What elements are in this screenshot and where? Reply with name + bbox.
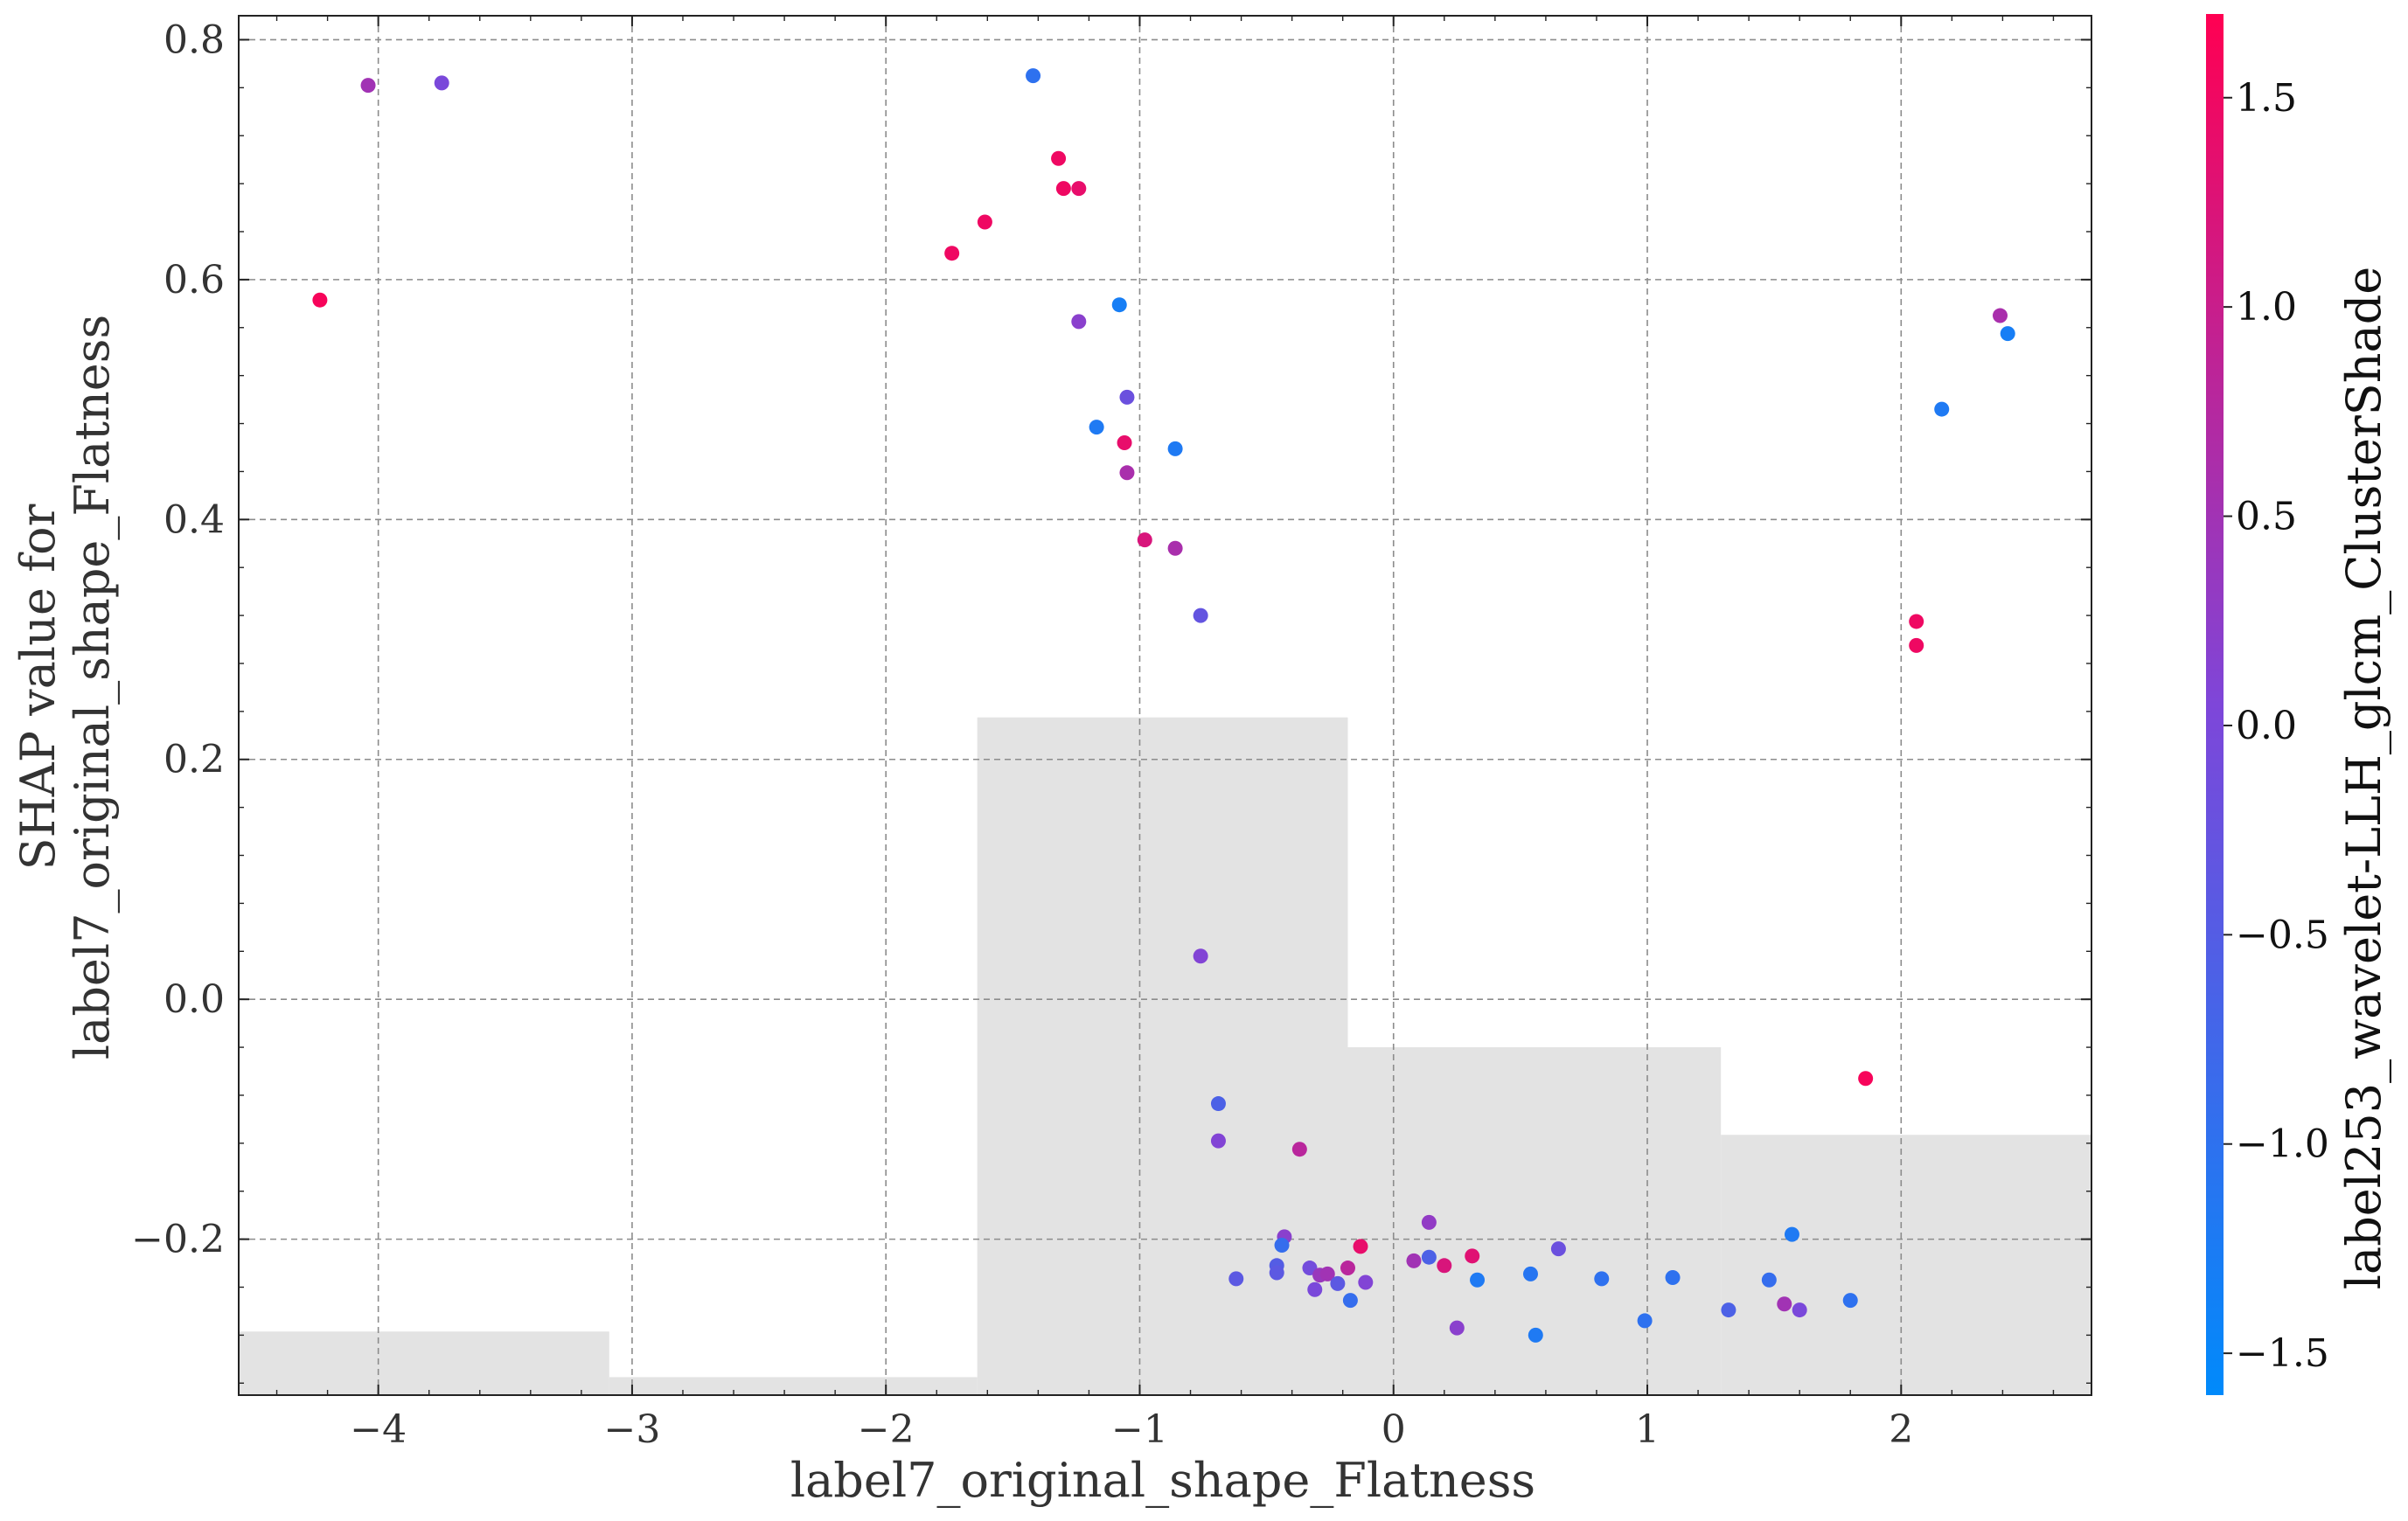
x-axis-label: label7_original_shape_Flatness — [790, 1453, 1535, 1508]
data-point-22 — [1291, 1142, 1307, 1157]
data-point-33 — [1340, 1261, 1355, 1276]
data-point-54 — [1792, 1302, 1807, 1318]
data-point-59 — [1934, 401, 1950, 417]
colorbar: −1.5 −1.0 −0.5 0.0 0.5 1.0 1.5 — [2206, 14, 2329, 1395]
histogram-bar-3 — [1347, 1047, 1722, 1395]
colorbar-tick-label-1: −1.0 — [2236, 1122, 2329, 1167]
histogram-bar-2 — [977, 717, 1348, 1395]
y-axis-label: SHAP value for label7_original_shape_Fla… — [10, 315, 120, 1059]
data-point-12 — [1089, 420, 1104, 435]
x-axis-ticks: −4 −3 −2 −1 0 1 2 — [275, 16, 2055, 1452]
data-point-39 — [1421, 1249, 1437, 1265]
data-point-2 — [434, 75, 449, 91]
data-point-57 — [1909, 614, 1924, 629]
data-point-47 — [1594, 1271, 1610, 1287]
gridlines — [239, 16, 2091, 1395]
data-point-52 — [1777, 1296, 1792, 1312]
data-point-53 — [1784, 1226, 1799, 1242]
data-point-26 — [1269, 1265, 1284, 1281]
data-point-9 — [1111, 297, 1127, 313]
data-point-42 — [1465, 1248, 1480, 1264]
y-axis-label-line-1: SHAP value for — [10, 504, 66, 870]
x-tick-label-6: 2 — [1889, 1407, 1913, 1452]
colorbar-tick-label-5: 1.0 — [2236, 285, 2297, 330]
data-point-40 — [1437, 1258, 1452, 1274]
scatter-points — [312, 68, 2015, 1343]
data-point-48 — [1637, 1313, 1653, 1329]
data-point-10 — [1071, 314, 1087, 330]
data-point-32 — [1330, 1275, 1346, 1291]
data-point-18 — [1193, 608, 1208, 623]
y-tick-label-0: −0.2 — [131, 1218, 225, 1262]
data-point-43 — [1470, 1272, 1486, 1288]
y-tick-label-3: 0.4 — [164, 497, 225, 542]
data-point-19 — [1193, 948, 1208, 964]
data-point-60 — [1993, 308, 2008, 323]
data-point-49 — [1665, 1270, 1681, 1286]
data-point-55 — [1842, 1293, 1858, 1309]
histogram-background — [239, 717, 2091, 1395]
data-point-15 — [1119, 465, 1135, 481]
data-point-44 — [1522, 1266, 1538, 1281]
y-tick-label-2: 0.2 — [164, 738, 225, 782]
data-point-41 — [1449, 1320, 1465, 1336]
data-point-20 — [1210, 1096, 1226, 1112]
data-point-58 — [1909, 637, 1924, 653]
plot-area: −4 −3 −2 −1 0 1 2 −0.2 0.0 0.2 0.4 0.6 0.8 — [131, 15, 2092, 1452]
data-point-31 — [1307, 1281, 1323, 1297]
x-tick-label-4: 0 — [1381, 1407, 1406, 1452]
data-point-11 — [1119, 389, 1135, 405]
data-point-8 — [944, 246, 960, 261]
data-point-5 — [1055, 181, 1071, 197]
data-point-27 — [1228, 1271, 1244, 1287]
x-tick-label-3: −1 — [1111, 1407, 1168, 1452]
data-point-21 — [1210, 1133, 1226, 1149]
colorbar-gradient — [2206, 14, 2224, 1395]
data-point-3 — [1026, 68, 1041, 84]
colorbar-ticks: −1.5 −1.0 −0.5 0.0 0.5 1.0 1.5 — [2224, 76, 2329, 1376]
y-tick-label-1: 0.0 — [164, 977, 225, 1022]
data-point-4 — [1051, 150, 1067, 166]
data-point-6 — [1071, 181, 1087, 197]
colorbar-label: label253_wavelet-LLH_glcm_ClusterShade — [2336, 267, 2391, 1290]
data-point-36 — [1353, 1239, 1368, 1254]
data-point-24 — [1274, 1237, 1290, 1253]
x-tick-label-1: −3 — [603, 1407, 660, 1452]
y-axis-label-line-2: label7_original_shape_Flatness — [65, 315, 120, 1059]
histogram-bar-4 — [1721, 1135, 2091, 1395]
data-point-14 — [1167, 441, 1183, 456]
y-tick-label-5: 0.8 — [164, 17, 225, 62]
colorbar-tick-label-4: 0.5 — [2236, 495, 2297, 539]
data-point-50 — [1721, 1302, 1736, 1318]
data-point-0 — [312, 292, 328, 308]
data-point-1 — [360, 78, 376, 94]
data-point-61 — [2000, 326, 2015, 342]
data-point-13 — [1117, 434, 1132, 450]
colorbar-tick-label-3: 0.0 — [2236, 704, 2297, 748]
data-point-37 — [1406, 1253, 1422, 1268]
y-tick-label-4: 0.6 — [164, 258, 225, 302]
data-point-51 — [1761, 1272, 1777, 1288]
colorbar-tick-label-0: −1.5 — [2236, 1331, 2329, 1376]
data-point-34 — [1342, 1293, 1358, 1309]
histogram-bar-0 — [239, 1331, 609, 1395]
data-point-30 — [1319, 1266, 1335, 1281]
x-tick-label-5: 1 — [1635, 1407, 1660, 1452]
x-tick-label-0: −4 — [350, 1407, 407, 1452]
histogram-bar-1 — [609, 1377, 978, 1395]
colorbar-tick-label-2: −0.5 — [2236, 913, 2329, 957]
y-axis-ticks: −0.2 0.0 0.2 0.4 0.6 0.8 — [131, 17, 2091, 1384]
data-point-35 — [1358, 1274, 1374, 1290]
x-tick-label-2: −2 — [858, 1407, 915, 1452]
data-point-38 — [1421, 1214, 1437, 1230]
data-point-7 — [977, 214, 992, 230]
data-point-46 — [1550, 1241, 1566, 1257]
data-point-45 — [1528, 1327, 1543, 1343]
plot-frame — [238, 15, 2092, 1396]
data-point-17 — [1167, 540, 1183, 556]
colorbar-tick-label-6: 1.5 — [2236, 76, 2297, 121]
data-point-56 — [1858, 1071, 1874, 1087]
data-point-16 — [1137, 532, 1152, 548]
